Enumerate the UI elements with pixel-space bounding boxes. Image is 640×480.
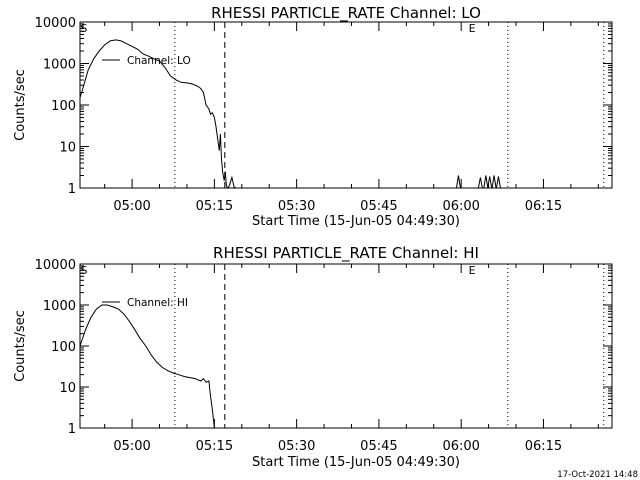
x-tick-label: 05:15 — [196, 439, 233, 454]
y-tick-label: 10000 — [35, 16, 76, 31]
chart-title: RHESSI PARTICLE_RATE Channel: LO — [211, 4, 481, 23]
x-tick-label: 06:00 — [442, 199, 479, 214]
chart-panel-2: RHESSI PARTICLE_RATE Channel: HI 1 10 100 10… — [13, 244, 613, 470]
plot-frame — [79, 263, 613, 429]
plot-frame — [79, 21, 613, 189]
x-tick-label: 05:45 — [360, 199, 397, 214]
chart-title: RHESSI PARTICLE_RATE Channel: HI — [213, 244, 479, 263]
y-tick-label: 1000 — [43, 58, 76, 73]
y-tick-label: 10 — [59, 381, 76, 396]
x-tick-label: 05:00 — [113, 439, 150, 454]
x-tick-label: 05:45 — [360, 439, 397, 454]
x-tick-label: 05:30 — [278, 199, 315, 214]
marker-e: E — [469, 22, 476, 35]
y-axis-label: Counts/sec — [13, 69, 28, 141]
series-spike — [495, 176, 501, 189]
footer-timestamp: 17-Oct-2021 14:48 — [557, 470, 638, 480]
marker-e: E — [469, 264, 476, 277]
x-tick-label: 06:00 — [442, 439, 479, 454]
series-spike — [477, 177, 483, 189]
legend-label: Channel: LO — [127, 55, 191, 67]
x-tick-label: 06:15 — [525, 199, 562, 214]
x-tick-label: 05:15 — [196, 199, 233, 214]
series-line — [79, 304, 215, 429]
y-tick-label: 1 — [68, 182, 76, 197]
x-tick-label: 06:15 — [525, 439, 562, 454]
y-tick-label: 100 — [51, 99, 76, 114]
x-axis-label: Start Time (15-Jun-05 04:49:30) — [252, 214, 460, 229]
marker-s: S — [80, 264, 87, 277]
series-spike — [487, 176, 493, 189]
y-tick-label: 1 — [68, 422, 76, 437]
y-tick-label: 10000 — [35, 258, 76, 273]
x-tick-label: 05:30 — [278, 439, 315, 454]
y-tick-label: 10 — [59, 141, 76, 156]
series-spike — [491, 175, 497, 189]
series-spike — [455, 175, 461, 189]
series-line — [79, 39, 237, 189]
legend-label: Channel: HI — [127, 297, 188, 309]
y-tick-label: 1000 — [43, 299, 76, 314]
marker-s: S — [80, 22, 87, 35]
x-tick-label: 05:00 — [113, 199, 150, 214]
y-tick-label: 100 — [51, 340, 76, 355]
y-axis-label: Counts/sec — [13, 310, 28, 382]
series-spike — [483, 175, 489, 189]
chart-panel-1: RHESSI PARTICLE_RATE Channel: LO 1 10 100 10… — [13, 4, 613, 229]
x-axis-label: Start Time (15-Jun-05 04:49:30) — [252, 455, 460, 470]
